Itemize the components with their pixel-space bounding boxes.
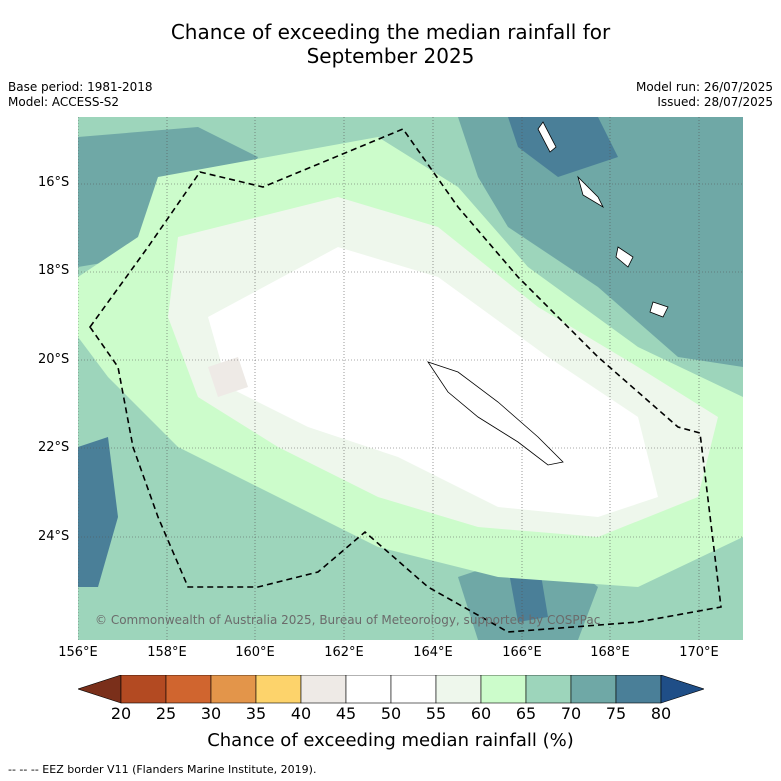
- new-caledonia-island: [427, 361, 564, 466]
- rainfall-map: [78, 117, 743, 640]
- contour-70-northeast: [458, 117, 743, 367]
- colorbar-segment: [300, 674, 347, 704]
- model-run: Model run: 26/07/2025: [635, 80, 773, 94]
- colorbar-segment: [120, 674, 167, 704]
- colorbar-tick: 30: [200, 704, 222, 723]
- meta-left: Base period: 1981-2018 Model: ACCESS-S2: [8, 80, 153, 110]
- copyright-text: © Commonwealth of Australia 2025, Bureau…: [95, 613, 601, 627]
- colorbar-tick: 50: [380, 704, 402, 723]
- lon-label: 168°E: [590, 645, 630, 660]
- contour-75-southwest: [78, 437, 118, 587]
- model-name: Model: ACCESS-S2: [8, 95, 120, 109]
- colorbar-tick: 45: [335, 704, 357, 723]
- colorbar-segment: [615, 674, 662, 704]
- colorbar-tick: 20: [110, 704, 132, 723]
- colorbar-tick: 35: [245, 704, 267, 723]
- colorbar-extend-high: [660, 674, 705, 704]
- lon-label: 156°E: [58, 645, 98, 660]
- lat-label: 16°S: [38, 175, 70, 190]
- base-period: Base period: 1981-2018: [8, 80, 153, 94]
- colorbar-segment: [165, 674, 212, 704]
- colorbar-tick: 70: [560, 704, 582, 723]
- colorbar: [77, 674, 705, 709]
- lon-label: 160°E: [235, 645, 275, 660]
- graticule: [78, 117, 743, 640]
- lon-label: 164°E: [413, 645, 453, 660]
- contour-45-patch: [208, 357, 248, 397]
- lat-label: 22°S: [38, 440, 70, 455]
- lon-label: 162°E: [324, 645, 364, 660]
- colorbar-segment: [255, 674, 302, 704]
- colorbar-segment: [390, 674, 437, 704]
- colorbar-tick: 75: [605, 704, 627, 723]
- colorbar-segment: [210, 674, 257, 704]
- meta-right: Model run: 26/07/2025 Issued: 28/07/2025: [636, 80, 773, 110]
- lon-label: 166°E: [502, 645, 542, 660]
- colorbar-label: Chance of exceeding median rainfall (%): [207, 730, 574, 751]
- colorbar-segment: [525, 674, 572, 704]
- lat-label: 18°S: [38, 263, 70, 278]
- vanuatu-island-1: [537, 121, 557, 153]
- colorbar-tick: 60: [470, 704, 492, 723]
- eez-border: [89, 128, 722, 633]
- colorbar-segment: [570, 674, 617, 704]
- lon-label: 158°E: [147, 645, 187, 660]
- issued-date: Issued: 28/07/2025: [657, 95, 773, 109]
- colorbar-segment: [480, 674, 527, 704]
- map-canvas: [78, 117, 743, 640]
- colorbar-segment: [435, 674, 482, 704]
- colorbar-segment: [345, 674, 392, 704]
- lon-label: 170°E: [679, 645, 719, 660]
- lat-label: 24°S: [38, 529, 70, 544]
- colorbar-svg: [77, 674, 705, 704]
- vanuatu-island-4: [649, 301, 669, 318]
- colorbar-tick: 65: [515, 704, 537, 723]
- map-title-line1: Chance of exceeding the median rainfall …: [170, 20, 611, 44]
- contour-75-north: [508, 117, 618, 177]
- colorbar-tick: 80: [650, 704, 672, 723]
- colorbar-extend-low: [77, 674, 122, 704]
- lat-label: 20°S: [38, 352, 70, 367]
- colorbar-tick: 55: [425, 704, 447, 723]
- eez-legend: -- -- -- EEZ border V11 (Flanders Marine…: [8, 763, 317, 776]
- vanuatu-island-2: [577, 175, 604, 209]
- vanuatu-island-3: [615, 246, 634, 268]
- map-title-line2: September 2025: [306, 44, 475, 68]
- colorbar-tick: 25: [155, 704, 177, 723]
- colorbar-tick: 40: [290, 704, 312, 723]
